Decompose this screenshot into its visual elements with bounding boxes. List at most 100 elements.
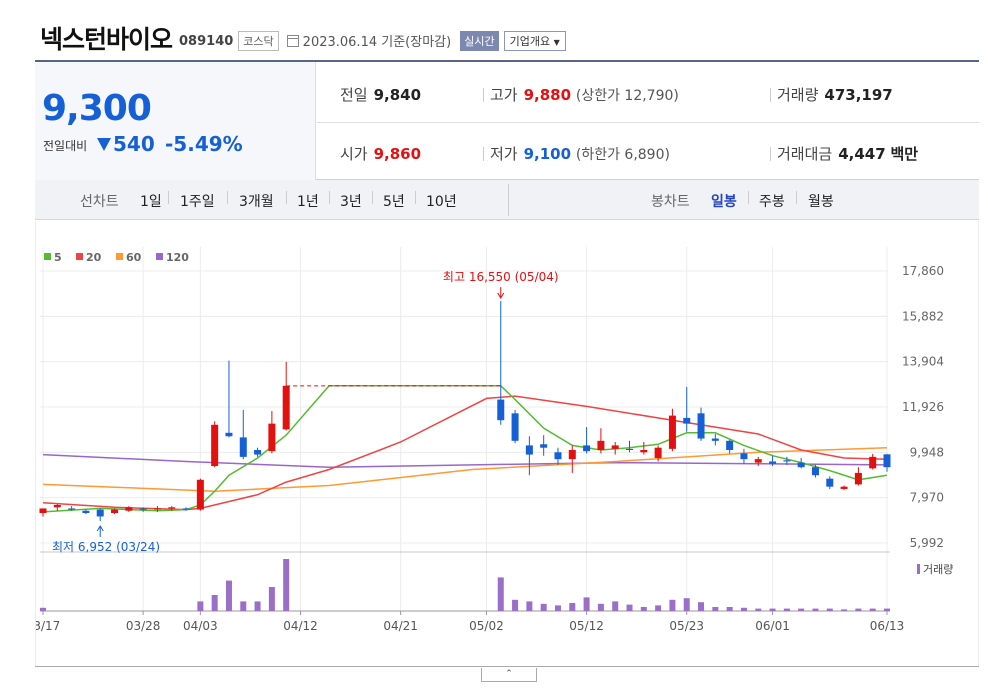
x-tick-label: 04/21 xyxy=(383,619,418,633)
tab-5y[interactable]: 5년 xyxy=(383,194,405,210)
candle-up xyxy=(39,508,47,514)
legend-swatch xyxy=(76,253,83,260)
legend-swatch xyxy=(116,253,123,260)
candle-up xyxy=(869,456,877,469)
company-info-dropdown[interactable]: 기업개요 ▼ xyxy=(503,30,566,51)
candle-up xyxy=(125,507,133,511)
volume-bar xyxy=(640,607,647,611)
candle-up xyxy=(211,424,219,467)
ma20-line xyxy=(42,395,888,511)
volume-bar xyxy=(712,607,719,611)
candle-up xyxy=(611,445,619,449)
high-price: 고가 9,880 (상한가 12,790) xyxy=(490,86,679,104)
candle-up xyxy=(654,447,662,459)
volume-bar xyxy=(769,608,776,611)
candle-down xyxy=(254,449,262,455)
candle-up xyxy=(854,472,862,485)
company-name: 넥스턴바이오 xyxy=(40,25,173,54)
candle-up xyxy=(668,415,676,449)
trade-amount: 거래대금 4,447 백만 xyxy=(777,145,919,163)
tab-1w[interactable]: 1주일 xyxy=(180,194,215,210)
legend-label: 5 xyxy=(54,251,62,264)
volume-bar xyxy=(197,601,204,611)
candle-down xyxy=(139,508,147,510)
y-tick-label: 5,992 xyxy=(910,536,944,550)
x-tick-label: 05/02 xyxy=(469,619,504,633)
y-tick-label: 9,948 xyxy=(910,445,944,459)
volume-bar xyxy=(669,599,676,611)
candle-up xyxy=(196,479,204,510)
max-price-annotation: 최고 16,550 (05/04) xyxy=(443,270,559,284)
volume-bar xyxy=(841,609,848,611)
price-summary: 9,300 전일대비 540 -5.49% xyxy=(35,62,316,180)
min-arrow-head xyxy=(96,525,104,532)
ma60-line xyxy=(42,446,888,492)
candle-up xyxy=(640,449,648,453)
volume-bar xyxy=(540,603,547,611)
volume-bar xyxy=(512,599,519,611)
volume-bar xyxy=(554,605,561,611)
tab-1y[interactable]: 1년 xyxy=(297,194,319,210)
candle-up xyxy=(282,385,290,430)
quote-date: 2023.06.14 기준(장마감) xyxy=(302,35,452,50)
volume-bar xyxy=(254,601,261,611)
max-arrow-head xyxy=(497,292,505,299)
candle-up xyxy=(168,507,176,509)
x-tick-label: 05/12 xyxy=(569,619,604,633)
volume-bar xyxy=(612,601,619,611)
legend-label: 60 xyxy=(126,251,142,264)
y-tick-label: 11,926 xyxy=(902,400,944,414)
volume-bar xyxy=(698,602,705,611)
tab-3y[interactable]: 3년 xyxy=(340,194,362,210)
candle-down xyxy=(740,453,748,460)
candle-down xyxy=(626,448,634,450)
prev-close: 전일 9,840 xyxy=(340,86,422,104)
y-tick-label: 7,970 xyxy=(910,491,944,505)
legend-label: 20 xyxy=(86,251,102,264)
tab-1d[interactable]: 1일 xyxy=(140,194,162,210)
volume-bar xyxy=(826,608,833,611)
tab-daily[interactable]: 일봉 xyxy=(711,194,737,210)
candle-down xyxy=(96,509,104,517)
stock-code: 089140 xyxy=(179,33,234,49)
volume-bar xyxy=(497,577,504,611)
candle-down xyxy=(182,508,190,510)
candle-up xyxy=(268,423,276,452)
tab-monthly[interactable]: 월봉 xyxy=(808,194,834,210)
x-tick-label: 05/23 xyxy=(669,619,704,633)
volume: 거래량 473,197 xyxy=(777,86,893,104)
volume-bar xyxy=(569,603,576,611)
candle-down xyxy=(811,467,819,476)
chevron-down-icon: ▼ xyxy=(553,37,560,47)
y-tick-label: 17,860 xyxy=(902,264,944,278)
candle-down xyxy=(797,462,805,468)
chart-tabs: 선차트 1일 1주일 3개월 1년 3년 5년 10년 봉차트 일봉 주봉 월봉 xyxy=(35,180,979,220)
realtime-button[interactable]: 실시간 xyxy=(460,30,499,51)
candle-chart-label: 봉차트 xyxy=(651,194,690,210)
candle-up xyxy=(153,508,161,510)
volume-bar xyxy=(283,559,290,611)
tab-10y[interactable]: 10년 xyxy=(426,194,457,210)
stock-chart: 5,992 7,970 9,948 11,926 13,904 15,882 17,860 0… xyxy=(26,221,979,667)
candle-down xyxy=(583,445,591,452)
tab-weekly[interactable]: 주봉 xyxy=(759,194,785,210)
x-tick-label: 03/17 xyxy=(36,619,60,633)
candle-down xyxy=(225,432,233,437)
tab-3m[interactable]: 3개월 xyxy=(239,194,274,210)
candle-down xyxy=(826,478,834,487)
candle-down xyxy=(726,440,734,450)
low-price: 저가 9,100 (하한가 6,890) xyxy=(490,145,670,163)
volume-bar xyxy=(655,605,662,611)
candle-down xyxy=(711,438,719,441)
collapse-chart-button[interactable]: ⌃ xyxy=(481,668,537,682)
volume-bar xyxy=(211,595,218,611)
change-value: 540 xyxy=(97,132,155,156)
candle-down xyxy=(82,510,90,514)
volume-bar xyxy=(869,608,876,611)
market-badge: 코스닥 xyxy=(238,30,279,51)
y-tick-label: 13,904 xyxy=(902,355,944,369)
volume-bar xyxy=(726,607,733,611)
volume-bar xyxy=(740,607,747,611)
candle-down xyxy=(511,413,519,441)
candle-down xyxy=(554,452,562,460)
